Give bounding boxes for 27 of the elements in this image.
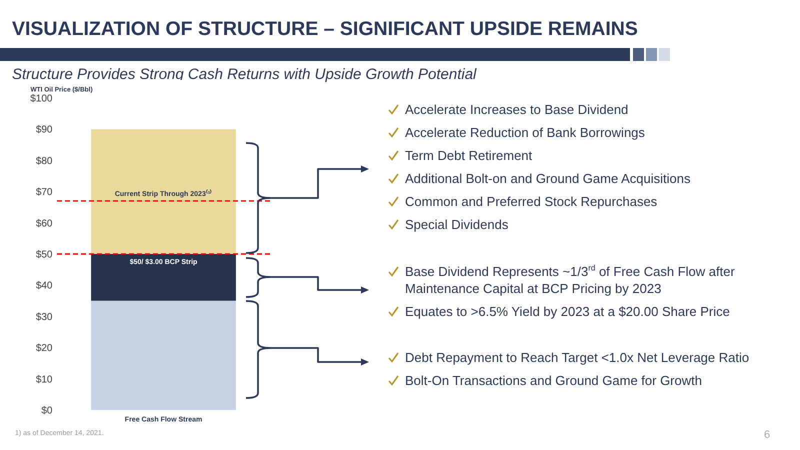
text: VISUALIZATION OF STRUCTURE – SIGNIFICANT UPSIDE REMAINS	[12, 18, 638, 41]
y-tick-label: $60	[36, 218, 53, 230]
bar	[91, 129, 236, 254]
text: Special Dividends	[405, 217, 508, 232]
text: Additional Bolt-on and Ground Game Acquisitions	[405, 171, 690, 186]
text: Bolt-On Transactions and Ground Game for Growth	[405, 373, 702, 388]
text: Base Dividend Represents ~1/3$^{rd}$ of Free Cash Flow after Maintenance Capital at BCP Pricing by 2023	[405, 264, 735, 296]
y-tick-label: $0	[41, 406, 53, 416]
y-tick-label: $80	[36, 156, 53, 167]
text: Accelerate Increases to Base Dividend	[405, 102, 628, 117]
y-tick-label: $40	[36, 280, 53, 292]
chart-subtitle: Structure Provides Strong Cash Returns with Upside Growth Potential	[12, 66, 476, 83]
text: Debt Repayment to Reach Target <1.0x Net Leverage Ratio	[405, 350, 750, 365]
y-tick-label: $100	[30, 94, 53, 104]
y-tick-label: $50	[36, 250, 53, 260]
y-tick-label: $90	[36, 124, 53, 136]
y-tick-label: $10	[36, 374, 53, 386]
text: Term Debt Retirement	[405, 148, 532, 163]
bar	[91, 300, 236, 410]
text: Equates to >6.5% Yield by 2023 at a $20.00 Share Price	[405, 304, 730, 319]
text: Common and Preferred Stock Repurchases	[405, 194, 658, 209]
text: Accelerate Reduction of Bank Borrowings	[405, 125, 645, 140]
bar	[91, 254, 236, 301]
y-tick-label: $20	[36, 343, 53, 354]
y-tick-label: $70	[36, 187, 53, 198]
y-tick-label: $30	[36, 312, 53, 323]
text: 6	[764, 429, 770, 441]
